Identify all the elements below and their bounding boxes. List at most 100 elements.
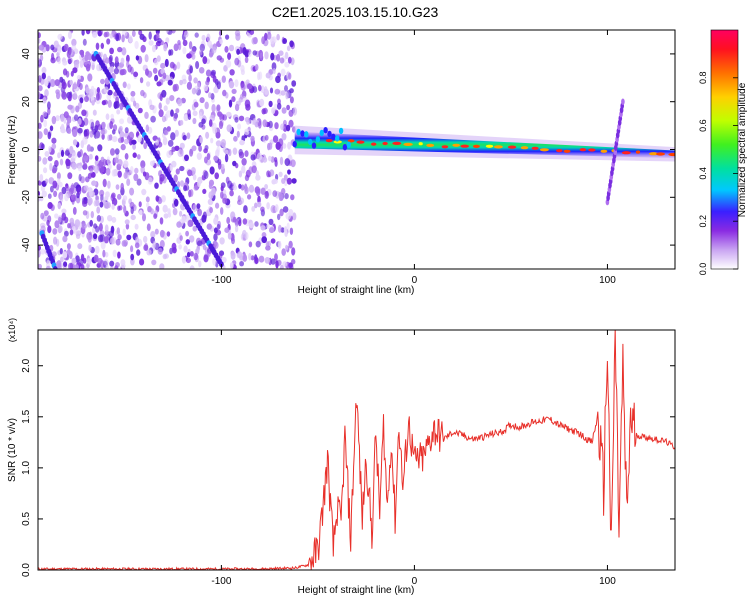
- colorbar-tick-label: 0.8: [698, 72, 708, 85]
- noise-speckle: [281, 248, 287, 256]
- noise-speckle: [226, 124, 233, 133]
- noise-speckle: [57, 178, 61, 186]
- noise-speckle: [139, 33, 145, 41]
- noise-speckle: [38, 245, 41, 251]
- noise-speckle: [51, 115, 57, 125]
- noise-speckle: [275, 141, 281, 150]
- noise-speckle: [100, 129, 106, 135]
- noise-speckle: [109, 47, 114, 55]
- noise-speckle: [239, 139, 245, 146]
- noise-speckle: [214, 172, 219, 180]
- noise-speckle: [181, 255, 187, 264]
- noise-speckle: [51, 143, 57, 150]
- noise-speckle: [87, 172, 92, 179]
- noise-speckle: [183, 185, 188, 192]
- noise-speckle: [261, 232, 267, 238]
- noise-speckle: [247, 83, 253, 90]
- noise-speckle: [265, 72, 271, 79]
- noise-speckle: [140, 44, 146, 53]
- noise-speckle: [248, 241, 253, 248]
- noise-speckle: [208, 92, 212, 99]
- noise-speckle: [79, 59, 84, 68]
- noise-speckle: [62, 68, 68, 76]
- noise-speckle: [173, 198, 179, 207]
- noise-speckle: [115, 184, 120, 190]
- noise-speckle: [146, 81, 151, 87]
- band-hotspot: [579, 148, 587, 152]
- noise-speckle: [237, 251, 243, 259]
- noise-speckle: [227, 52, 232, 60]
- noise-speckle: [220, 207, 224, 215]
- noise-speckle: [212, 126, 218, 134]
- noise-speckle: [83, 257, 87, 264]
- noise-speckle: [134, 40, 139, 50]
- noise-speckle: [216, 104, 221, 112]
- noise-speckle: [279, 156, 284, 166]
- noise-speckle: [228, 99, 233, 108]
- noise-speckle: [38, 38, 41, 44]
- noise-speckle: [45, 44, 50, 52]
- noise-speckle: [54, 213, 59, 219]
- noise-speckle: [132, 143, 137, 150]
- noise-speckle: [97, 30, 103, 36]
- noise-speckle: [77, 127, 83, 134]
- noise-speckle: [110, 225, 115, 234]
- noise-speckle: [81, 109, 87, 117]
- noise-speckle: [220, 185, 224, 192]
- noise-speckle: [71, 162, 77, 170]
- noise-speckle: [239, 261, 245, 267]
- noise-speckle: [238, 183, 242, 189]
- spectrogram-ylabel: Frequency (Hz): [7, 116, 18, 185]
- noise-speckle: [244, 174, 250, 182]
- noise-speckle: [272, 190, 278, 198]
- noise-speckle: [192, 204, 197, 213]
- band-hotspot: [472, 144, 480, 148]
- noise-speckle: [258, 71, 263, 80]
- noise-speckle: [80, 52, 85, 58]
- noise-speckle: [123, 138, 129, 145]
- noise-speckle: [91, 180, 97, 186]
- y-tick-label: 20: [21, 96, 32, 108]
- spectrogram-heatmap: [38, 30, 675, 269]
- noise-speckle: [87, 234, 92, 243]
- noise-speckle: [234, 224, 239, 233]
- noise-speckle: [184, 154, 189, 162]
- noise-speckle: [132, 152, 137, 158]
- noise-speckle: [87, 73, 93, 82]
- noise-speckle: [260, 225, 266, 231]
- noise-speckle: [107, 215, 113, 222]
- band-hotspot: [531, 146, 539, 150]
- noise-speckle: [143, 244, 149, 251]
- noise-speckle: [72, 139, 78, 146]
- noise-speckle: [281, 133, 287, 141]
- noise-speckle: [113, 67, 119, 75]
- noise-speckle: [56, 91, 61, 100]
- noise-speckle: [93, 200, 98, 207]
- noise-speckle: [174, 145, 180, 151]
- noise-speckle: [177, 98, 183, 107]
- noise-speckle: [244, 99, 251, 108]
- band-onset-point: [300, 130, 305, 137]
- noise-speckle: [59, 194, 64, 203]
- noise-speckle: [157, 37, 162, 44]
- noise-speckle: [71, 44, 77, 52]
- noise-speckle: [91, 100, 95, 106]
- noise-speckle: [222, 114, 228, 121]
- noise-speckle: [57, 225, 63, 233]
- noise-speckle: [165, 30, 170, 33]
- noise-speckle: [43, 167, 48, 174]
- noise-speckle: [171, 160, 177, 168]
- noise-speckle: [240, 64, 245, 73]
- noise-speckle: [105, 191, 110, 198]
- noise-speckle: [228, 44, 235, 52]
- noise-speckle: [259, 52, 263, 61]
- noise-speckle: [137, 107, 143, 114]
- noise-speckle: [288, 240, 293, 249]
- x-tick-label: -100: [211, 576, 231, 587]
- noise-speckle: [44, 151, 50, 157]
- noise-speckle: [40, 114, 44, 123]
- noise-speckle: [226, 216, 231, 225]
- noise-speckle: [61, 186, 67, 195]
- noise-speckle: [88, 244, 92, 252]
- band-hotspot: [460, 144, 470, 148]
